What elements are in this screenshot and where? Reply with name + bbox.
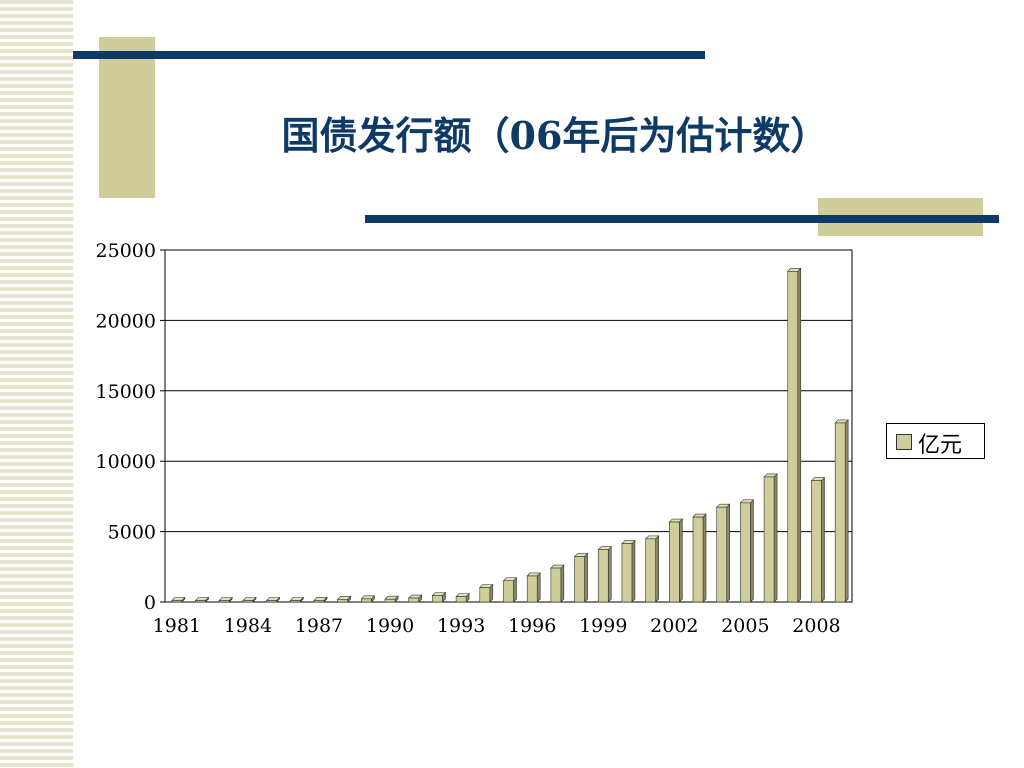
bar [171,600,183,603]
bar [455,596,467,603]
bar-side [750,499,754,603]
bar [811,480,822,603]
y-tick-label: 25000 [96,240,156,262]
bar [432,595,443,603]
bar [337,599,348,603]
bar-side [536,572,541,603]
bar [834,422,846,603]
bar [242,600,254,603]
chart-legend: 亿元 [886,423,985,459]
x-tick-label: 1996 [508,615,556,637]
page-title: 国债发行额（06年后为估计数） [281,113,829,158]
decorative-navy-line-bottom [365,215,999,223]
bar [408,597,420,603]
bar [597,549,609,603]
y-tick-label: 15000 [96,381,156,403]
y-tick-label: 0 [144,592,156,614]
bar-side [726,503,731,603]
bar-side [513,577,517,603]
bar-side [679,518,683,603]
y-tick-label: 20000 [96,310,156,332]
bar-side [821,476,825,603]
bar [787,271,799,603]
bar-side [607,545,612,603]
bar [361,598,372,603]
bar-side [584,552,588,603]
bar [266,600,277,603]
x-tick-label: 2002 [650,615,698,637]
bar [645,538,656,603]
x-tick-label: 2008 [792,615,840,637]
decorative-navy-line-top [73,51,705,59]
bar [740,502,751,603]
x-tick-label: 1990 [366,615,414,637]
bar [550,567,562,603]
bar [526,575,538,603]
y-tick-label: 5000 [108,522,156,544]
bar-side [631,539,636,603]
x-tick-label: 2005 [721,615,769,637]
bar [692,516,704,603]
bar [384,598,396,603]
x-tick-label: 1993 [437,615,485,637]
bar [763,476,775,603]
legend-label: 亿元 [918,433,963,458]
bar [621,543,633,603]
bar [574,556,585,603]
plot-area [164,249,853,603]
legend-swatch [896,434,912,450]
decorative-tan-block-top [99,37,155,198]
x-tick-label: 1984 [224,615,272,637]
bar-side [844,419,849,603]
x-tick-label: 1987 [295,615,343,637]
bar [716,506,728,603]
bar [669,521,680,603]
bar [218,600,230,603]
bar [313,600,325,603]
bar-side [702,513,707,603]
decorative-stripes [0,0,73,768]
y-tick-label: 10000 [96,451,156,473]
bar [479,587,491,603]
bar [503,580,514,603]
bar [289,600,301,603]
bar-side [773,473,778,603]
x-tick-label: 1981 [153,615,201,637]
bar-side [560,564,565,603]
bar [195,600,206,603]
x-tick-label: 1999 [579,615,627,637]
bar-side [797,267,802,603]
bar-side [655,535,659,603]
